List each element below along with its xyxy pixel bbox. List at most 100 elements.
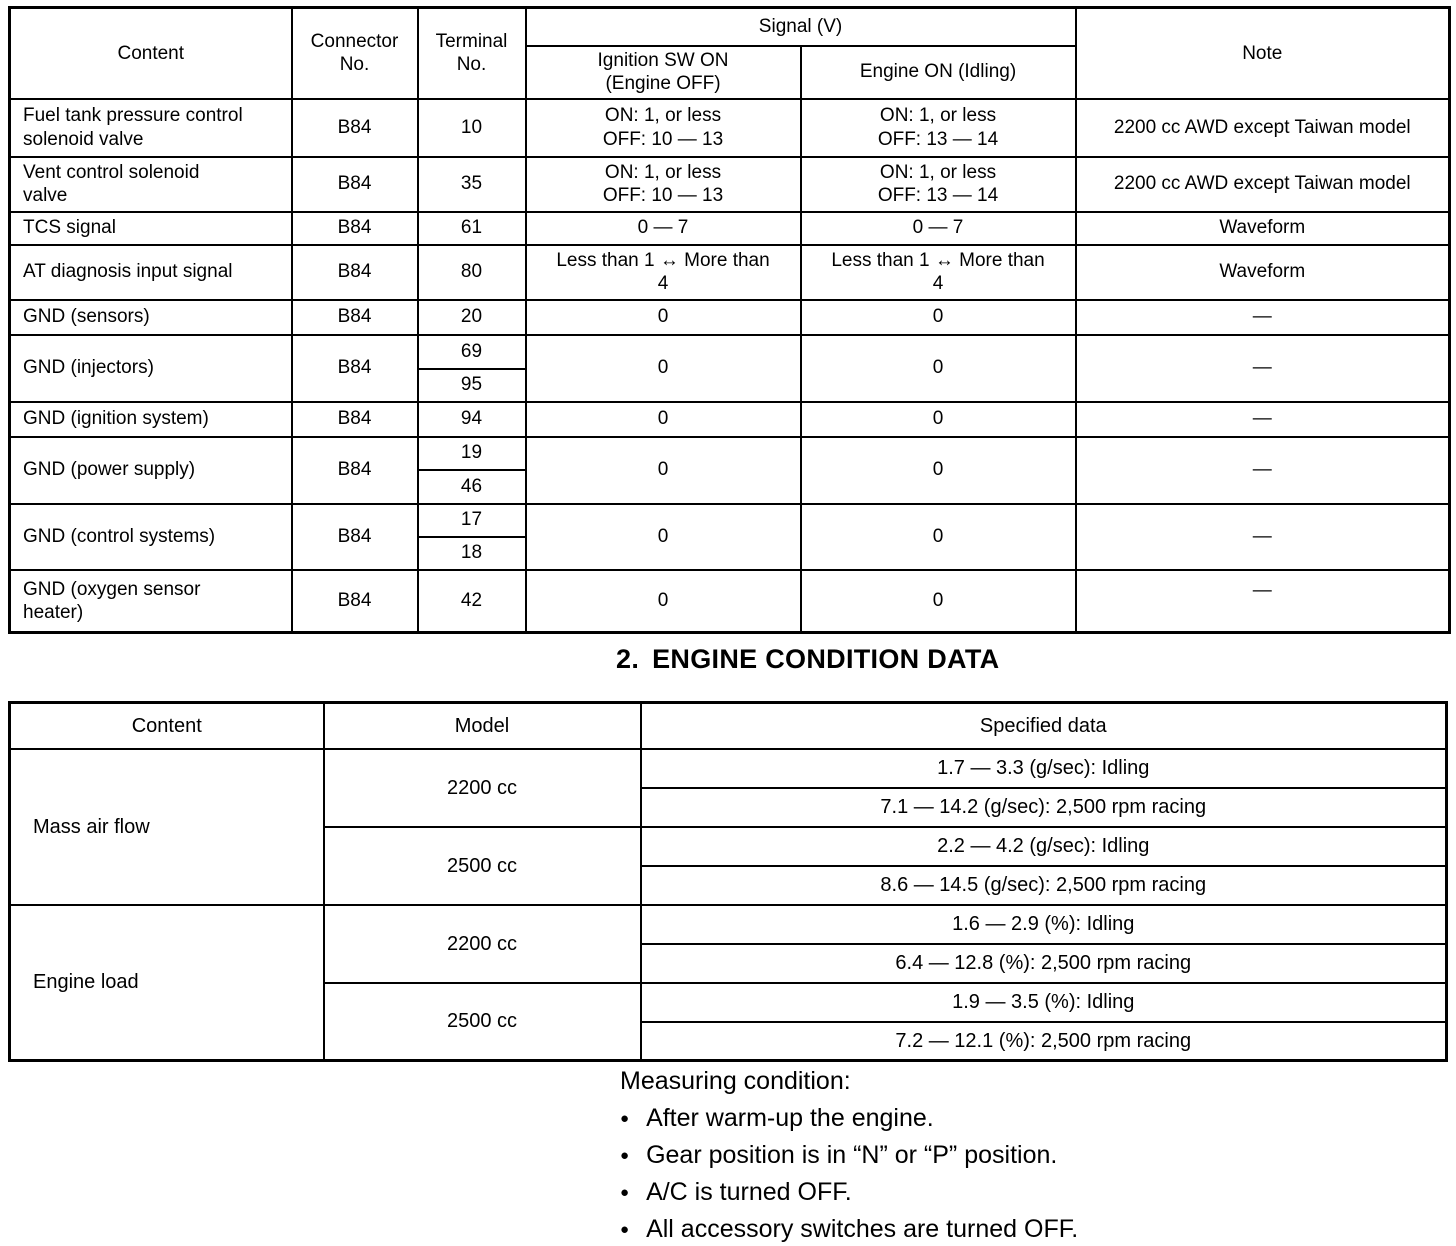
- table-row: AT diagnosis input signal B84 80 Less th…: [8, 243, 1451, 301]
- cell-connector-no: B84: [290, 568, 419, 634]
- cell-ignition-signal: Less than 1 ↔ More than 4: [524, 243, 802, 301]
- header-ignition-line2: (Engine OFF): [605, 73, 721, 94]
- signal-line1: ON: 1, or less: [879, 161, 997, 183]
- header-terminal-no: Terminal No.: [416, 6, 527, 100]
- engine-condition-table: Content Model Specified data Mass air fl…: [8, 701, 1448, 1062]
- cell-terminal-no: 18: [416, 535, 527, 571]
- cell-engine-signal: 0 — 7: [799, 210, 1077, 246]
- cell-model: 2500 cc: [322, 825, 642, 906]
- cell-ignition-signal: 0: [524, 568, 802, 634]
- cell-note: —: [1074, 568, 1451, 634]
- cell-connector-no: B84: [290, 298, 419, 336]
- table-row: GND (sensors) B84 20 0 0 —: [8, 298, 1451, 336]
- cell-specified-data: 6.4 — 12.8 (%): 2,500 rpm racing: [639, 942, 1448, 984]
- table-row: GND (control systems) B84 17 0 0 —: [8, 502, 1451, 571]
- table-subrow: 7.2 — 12.1 (%): 2,500 rpm racing: [10, 1020, 1448, 1062]
- table-subrow: 18: [10, 535, 1450, 571]
- content-text: GND (power supply): [23, 459, 196, 481]
- cell-model: 2500 cc: [322, 981, 642, 1062]
- table-subrow: 8.6 — 14.5 (g/sec): 2,500 rpm racing: [10, 864, 1448, 906]
- cell-note: 2200 cc AWD except Taiwan model: [1074, 97, 1451, 158]
- cell-engine-signal: ON: 1, or less OFF: 13 — 14: [799, 97, 1077, 158]
- cell-connector-no: B84: [290, 243, 419, 301]
- signal-line2: OFF: 10 — 13: [602, 185, 724, 206]
- header-terminal-line2: No.: [456, 54, 487, 76]
- table-row: Vent control solenoid valve B84 35 ON: 1…: [8, 155, 1451, 213]
- header-connector-line1: Connector: [310, 31, 399, 53]
- signal-text: Less than 1 ↔ More than 4: [556, 249, 770, 294]
- cell-ignition-signal: ON: 1, or less OFF: 10 — 13: [524, 155, 802, 213]
- header-note: Note: [1074, 6, 1451, 100]
- cell-ignition-signal: 0: [524, 400, 802, 438]
- table-subrow: 46: [10, 468, 1450, 505]
- cell-connector-no: B84: [290, 97, 419, 158]
- cell-engine-signal: Less than 1 ↔ More than 4: [799, 243, 1077, 301]
- table-header-row: Content Model Specified data: [8, 701, 1448, 750]
- cell-terminal-no: 80: [416, 243, 527, 301]
- header-connector-no: Connector No.: [290, 6, 419, 100]
- section-heading: 2. ENGINE CONDITION DATA: [616, 644, 999, 675]
- signal-line1: ON: 1, or less: [604, 105, 722, 127]
- cell-content: GND (oxygen sensor heater): [8, 568, 293, 634]
- content-text: GND (sensors): [23, 306, 150, 328]
- content-text: GND (oxygen sensor heater): [23, 578, 201, 623]
- header-connector-line2: No.: [339, 54, 370, 76]
- cell-engine-signal: 0: [799, 502, 1077, 571]
- bullet-icon: ●: [620, 1220, 630, 1238]
- bullet-icon: ●: [620, 1146, 630, 1164]
- cell-connector-no: B84: [290, 333, 419, 403]
- cell-content: Vent control solenoid valve: [8, 155, 293, 213]
- table-row: GND (power supply) B84 19 0 0 —: [8, 435, 1451, 505]
- cell-specified-data: 1.9 — 3.5 (%): Idling: [639, 981, 1448, 1023]
- header-model: Model: [322, 701, 642, 750]
- header-terminal-line1: Terminal: [435, 31, 508, 53]
- cell-note: Waveform: [1074, 210, 1451, 246]
- cell-specified-data: 8.6 — 14.5 (g/sec): 2,500 rpm racing: [639, 864, 1448, 906]
- bullet-text: Gear position is in “N” or “P” position.: [646, 1141, 1058, 1169]
- cell-model: 2200 cc: [322, 903, 642, 984]
- cell-ignition-signal: ON: 1, or less OFF: 10 — 13: [524, 97, 802, 158]
- cell-content: GND (injectors): [8, 333, 293, 403]
- cell-engine-signal: 0: [799, 435, 1077, 505]
- header-ignition-sw-on: Ignition SW ON (Engine OFF): [524, 44, 802, 100]
- cell-content: Engine load: [8, 903, 325, 1062]
- cell-terminal-no: 46: [416, 468, 527, 505]
- cell-ignition-signal: 0: [524, 298, 802, 336]
- content-text: Vent control solenoid valve: [23, 161, 200, 206]
- cell-terminal-no: 95: [416, 367, 527, 403]
- cell-note: —: [1074, 333, 1451, 403]
- signal-text: Less than 1 ↔ More than 4: [831, 249, 1045, 294]
- cell-engine-signal: ON: 1, or less OFF: 13 — 14: [799, 155, 1077, 213]
- cell-connector-no: B84: [290, 400, 419, 438]
- cell-content: TCS signal: [8, 210, 293, 246]
- cell-connector-no: B84: [290, 435, 419, 505]
- cell-ignition-signal: 0 — 7: [524, 210, 802, 246]
- signal-voltage-table: Content Connector No. Terminal No. Signa…: [8, 6, 1452, 634]
- bullet-text: A/C is turned OFF.: [646, 1178, 852, 1206]
- cell-note: —: [1074, 502, 1451, 571]
- cell-specified-data: 1.6 — 2.9 (%): Idling: [639, 903, 1448, 945]
- header-engine-on: Engine ON (Idling): [799, 44, 1077, 100]
- cell-note: Waveform: [1074, 243, 1451, 301]
- cell-terminal-no: 17: [416, 502, 527, 538]
- cell-terminal-no: 69: [416, 333, 527, 370]
- signal-line2: OFF: 10 — 13: [602, 128, 724, 150]
- cell-terminal-no: 61: [416, 210, 527, 246]
- cell-engine-signal: 0: [799, 400, 1077, 438]
- section-title: ENGINE CONDITION DATA: [652, 644, 1000, 674]
- bullet-icon: ●: [620, 1183, 630, 1201]
- cell-specified-data: 1.7 — 3.3 (g/sec): Idling: [639, 747, 1448, 789]
- cell-content: AT diagnosis input signal: [8, 243, 293, 301]
- header-specified-data: Specified data: [639, 701, 1448, 750]
- table-row: GND (ignition system) B84 94 0 0 —: [8, 400, 1451, 438]
- content-text: GND (ignition system): [23, 408, 209, 430]
- cell-content: Mass air flow: [8, 747, 325, 906]
- table-row: Mass air flow 2200 cc 1.7 — 3.3 (g/sec):…: [8, 747, 1448, 906]
- cell-note: —: [1074, 435, 1451, 505]
- cell-ignition-signal: 0: [524, 435, 802, 505]
- cell-note: 2200 cc AWD except Taiwan model: [1074, 155, 1451, 213]
- cell-ignition-signal: 0: [524, 502, 802, 571]
- content-text: TCS signal: [23, 217, 116, 239]
- cell-connector-no: B84: [290, 155, 419, 213]
